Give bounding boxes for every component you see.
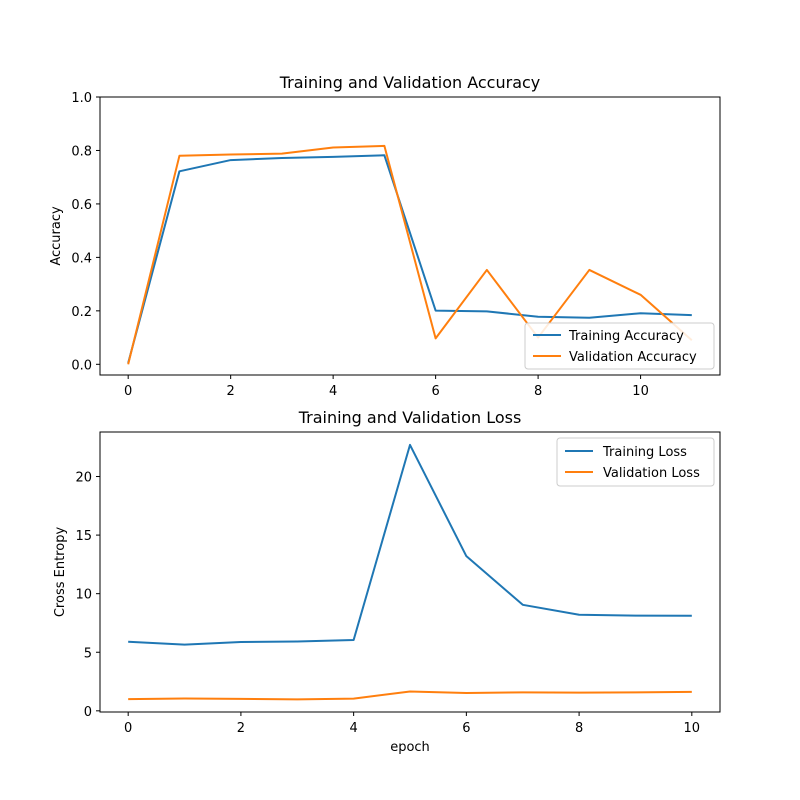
loss-y-tick-label: 20 (75, 471, 92, 486)
loss-axes-frame (99, 431, 721, 713)
loss-y-tick-label: 10 (75, 588, 92, 603)
loss-y-axis-label: Cross Entropy (53, 527, 68, 618)
accuracy-y-tick-label: 0.6 (71, 198, 92, 213)
accuracy-legend: Training Accuracy Validation Accuracy (524, 322, 715, 370)
accuracy-x-tick-label: 10 (632, 384, 649, 399)
accuracy-y-tick-label: 0.8 (71, 144, 92, 159)
accuracy-axes-frame (99, 96, 721, 376)
accuracy-x-tick-label: 0 (124, 384, 132, 399)
loss-lines (128, 443, 692, 701)
loss-x-axis-label: epoch (390, 740, 430, 755)
loss-x-tick-label: 6 (462, 721, 470, 736)
loss-legend: Training Loss Validation Loss (556, 437, 715, 487)
legend-label-training-loss: Training Loss (602, 445, 687, 460)
accuracy-lines (127, 144, 693, 365)
accuracy-y-tick-label: 0.4 (71, 251, 92, 266)
loss-x-tick-label: 0 (124, 721, 132, 736)
series-line-validation-accuracy (127, 144, 693, 365)
series-line-validation-loss (128, 690, 692, 701)
accuracy-ticks: 0 2 4 6 8 10 0.0 0.2 0.4 0.6 0.8 1.0 (71, 91, 649, 399)
accuracy-y-tick-label: 1.0 (71, 91, 92, 106)
loss-x-tick-label: 2 (237, 721, 245, 736)
loss-ticks: 0 2 4 6 8 10 0 5 10 15 20 (75, 471, 700, 736)
accuracy-x-tick-label: 8 (534, 384, 542, 399)
legend-label-validation-loss: Validation Loss (603, 466, 700, 481)
loss-y-tick-label: 0 (84, 705, 92, 720)
accuracy-y-tick-label: 0.0 (71, 358, 92, 373)
accuracy-x-tick-label: 6 (431, 384, 439, 399)
loss-x-tick-label: 10 (684, 721, 701, 736)
accuracy-y-tick-label: 0.2 (71, 305, 92, 320)
accuracy-y-axis-label: Accuracy (49, 206, 64, 266)
accuracy-legend-box (524, 322, 715, 370)
legend-label-training-accuracy: Training Accuracy (568, 329, 684, 344)
accuracy-x-tick-label: 4 (329, 384, 337, 399)
loss-chart-title: Training and Validation Loss (298, 408, 522, 427)
loss-legend-box (556, 437, 715, 487)
accuracy-chart: Training and Validation Accuracy Accurac… (49, 73, 721, 399)
series-line-training-accuracy (127, 154, 692, 364)
loss-y-tick-label: 5 (84, 646, 92, 661)
loss-x-tick-label: 8 (575, 721, 583, 736)
series-line-training-loss (128, 443, 692, 646)
loss-x-tick-label: 4 (349, 721, 357, 736)
loss-y-tick-label: 15 (75, 529, 92, 544)
loss-chart: Training and Validation Loss Cross Entro… (53, 408, 721, 755)
legend-label-validation-accuracy: Validation Accuracy (569, 350, 697, 365)
accuracy-x-tick-label: 2 (227, 384, 235, 399)
accuracy-chart-title: Training and Validation Accuracy (279, 73, 541, 92)
